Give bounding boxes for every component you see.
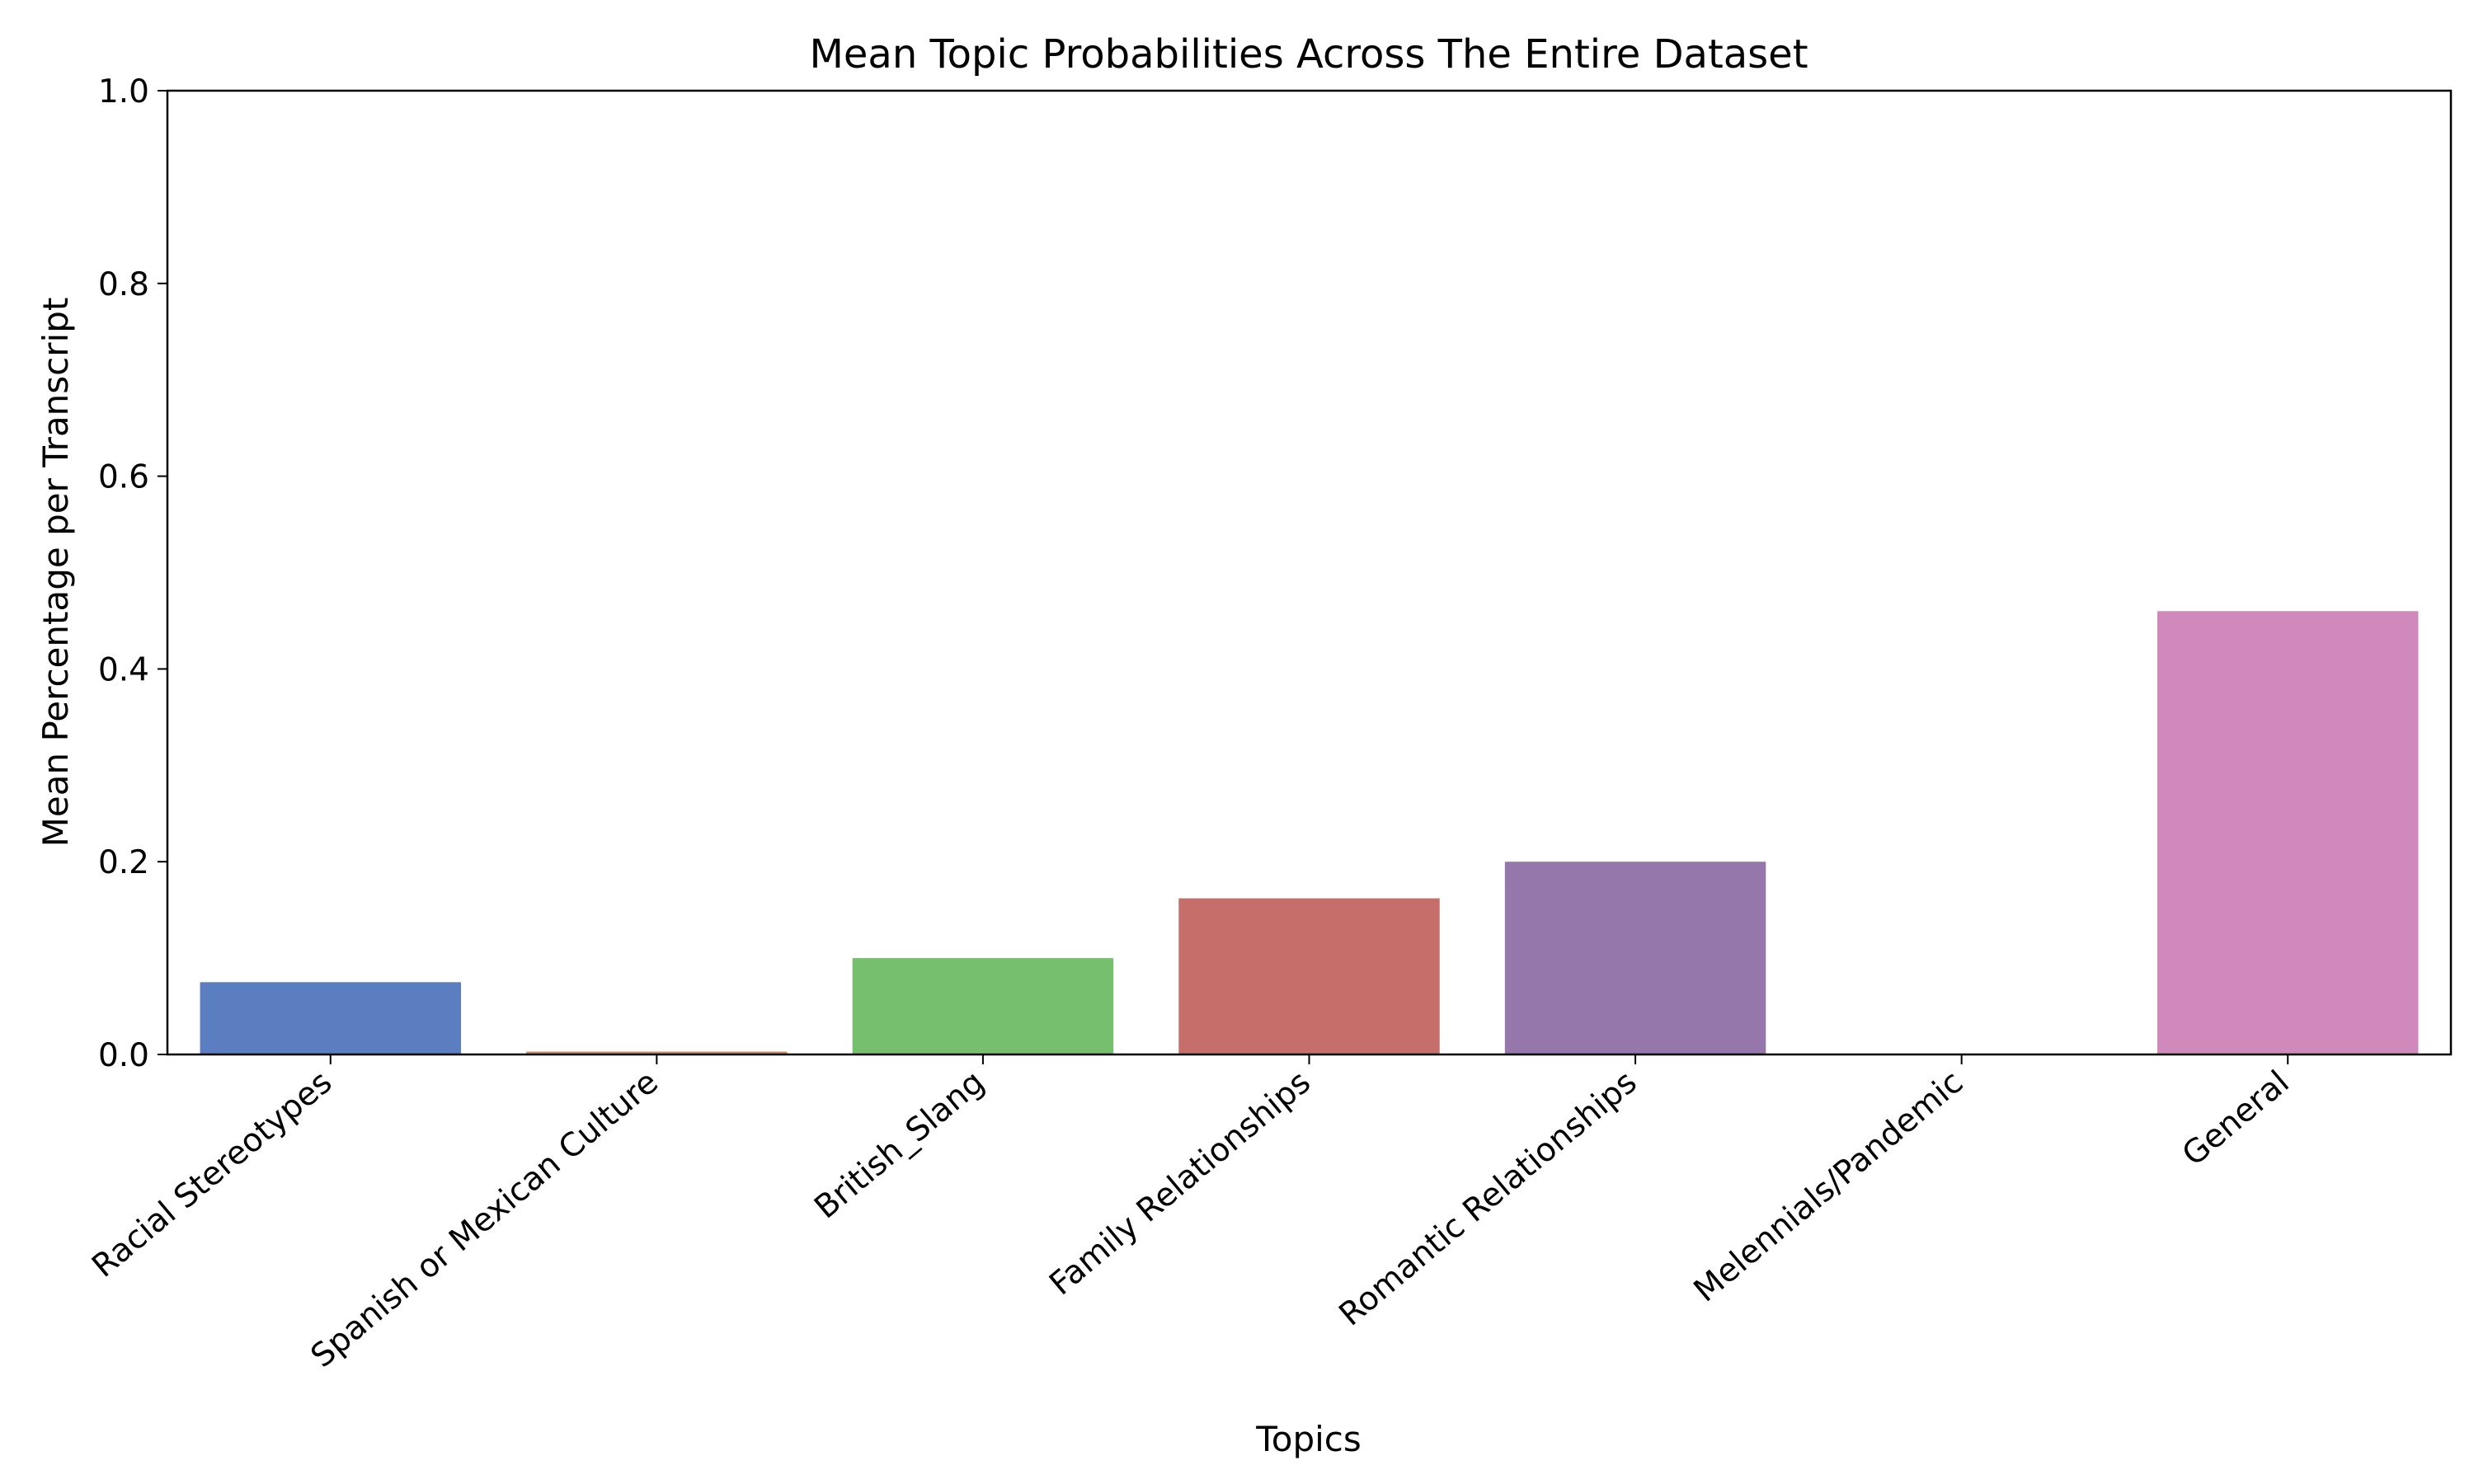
- x-tick-label: General: [2175, 1064, 2297, 1173]
- plot-area: 0.0 0.2 0.4 0.6 0.8 1.0 Racial StereotypesSpan…: [85, 73, 2453, 1375]
- y-tick-label: 1.0: [98, 73, 149, 110]
- x-tick-label: Melennials/Pandemic: [1687, 1064, 1970, 1309]
- bar-family-relationships: [1178, 898, 1440, 1054]
- bar-british-slang: [852, 958, 1114, 1054]
- y-tick-label: 0.4: [98, 651, 149, 688]
- y-tick-label: 0.0: [98, 1037, 149, 1074]
- bar-romantic-relationships: [1504, 862, 1766, 1054]
- x-axis-label: Topics: [1255, 1419, 1362, 1459]
- chart-title: Mean Topic Probabilities Across The Enti…: [809, 31, 1808, 77]
- x-tick-label: Romantic Relationships: [1333, 1064, 1644, 1333]
- bar-spanish-or-mexican-culture: [526, 1051, 788, 1054]
- axes-frame: [166, 89, 2453, 1056]
- y-axis-label: Mean Percentage per Transcript: [35, 298, 76, 848]
- x-tick-label: Family Relationships: [1042, 1064, 1318, 1303]
- x-tick-label: Racial Stereotypes: [85, 1064, 339, 1284]
- bar-racial-stereotypes: [200, 982, 462, 1054]
- x-tick-label: Spanish or Mexican Culture: [304, 1064, 666, 1375]
- y-tick-label: 0.8: [98, 266, 149, 303]
- x-tick-label: British_Slang: [807, 1064, 991, 1226]
- y-tick-label: 0.2: [98, 844, 149, 881]
- bar-general: [2157, 611, 2419, 1054]
- y-tick-label: 0.6: [98, 459, 149, 496]
